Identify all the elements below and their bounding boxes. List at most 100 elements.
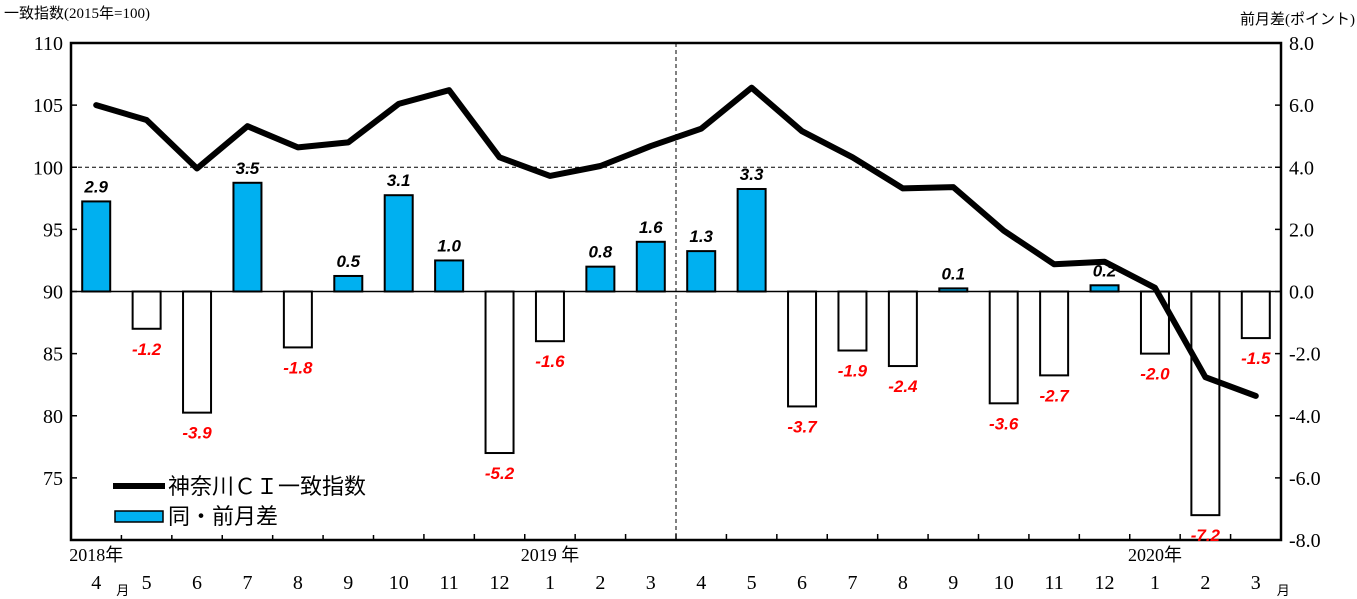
month-label: 8 bbox=[293, 572, 303, 594]
right-tick-label: -2.0 bbox=[1289, 344, 1321, 366]
tick-labels: 11010510095908580758.06.04.02.00.0-2.0-4… bbox=[33, 33, 1321, 598]
bar-value-label: -3.7 bbox=[787, 417, 818, 436]
month-label: 1 bbox=[1150, 572, 1160, 594]
legend-bar-swatch bbox=[114, 510, 164, 523]
bar-value-label: -5.2 bbox=[485, 464, 515, 483]
bar bbox=[484, 290, 515, 455]
year-label: 2019 年 bbox=[521, 545, 580, 565]
month-unit-label: 月 bbox=[116, 583, 129, 598]
bar-value-label: -2.7 bbox=[1039, 386, 1070, 405]
line-series bbox=[93, 84, 1259, 399]
month-label: 3 bbox=[1251, 572, 1261, 594]
right-tick-label: -6.0 bbox=[1289, 468, 1321, 490]
month-label: 6 bbox=[797, 572, 807, 594]
left-tick-label: 110 bbox=[34, 33, 63, 55]
bar bbox=[1190, 290, 1221, 517]
month-label: 12 bbox=[490, 572, 510, 594]
bar-value-label: 3.1 bbox=[387, 171, 411, 190]
month-label: 9 bbox=[343, 572, 353, 594]
left-tick-label: 75 bbox=[43, 468, 63, 490]
bar bbox=[887, 290, 918, 368]
right-tick-label: -8.0 bbox=[1289, 530, 1321, 552]
month-label: 2 bbox=[1200, 572, 1210, 594]
bar bbox=[585, 265, 616, 293]
bar bbox=[686, 250, 717, 293]
bar-value-label: -2.0 bbox=[1140, 365, 1170, 384]
bar-value-label: -1.5 bbox=[1241, 349, 1271, 368]
bar-value-label: -1.8 bbox=[283, 358, 313, 377]
month-label: 4 bbox=[696, 572, 706, 594]
bar-value-label: -1.6 bbox=[535, 352, 565, 371]
year-label: 2020年 bbox=[1128, 545, 1182, 565]
month-label: 4 bbox=[91, 572, 101, 594]
bar-value-label: 2.9 bbox=[83, 177, 108, 196]
bar bbox=[282, 290, 313, 349]
bar bbox=[635, 240, 666, 293]
month-label: 5 bbox=[142, 572, 152, 594]
left-tick-label: 95 bbox=[43, 219, 63, 241]
bar-value-label: 1.0 bbox=[437, 236, 461, 255]
month-label: 10 bbox=[994, 572, 1014, 594]
right-tick-label: 4.0 bbox=[1289, 157, 1314, 179]
bar bbox=[182, 290, 213, 414]
bar-value-label: -1.2 bbox=[132, 340, 162, 359]
bar bbox=[1139, 290, 1170, 355]
bar bbox=[787, 290, 818, 408]
right-tick-label: -4.0 bbox=[1289, 406, 1321, 428]
left-tick-label: 85 bbox=[43, 344, 63, 366]
month-label: 8 bbox=[898, 572, 908, 594]
bar-value-label: -3.6 bbox=[989, 414, 1019, 433]
bar bbox=[1039, 290, 1070, 377]
bar bbox=[837, 290, 868, 352]
bar-series bbox=[81, 181, 1271, 517]
bar-value-label: 3.5 bbox=[236, 159, 260, 178]
bar-value-label: 0.1 bbox=[941, 264, 965, 283]
bar bbox=[131, 290, 162, 330]
axes bbox=[69, 41, 1283, 542]
month-label: 7 bbox=[242, 572, 252, 594]
month-label: 3 bbox=[646, 572, 656, 594]
bar-value-label: 3.3 bbox=[740, 165, 764, 184]
bar-value-label: 0.5 bbox=[336, 252, 360, 271]
month-label: 9 bbox=[948, 572, 958, 594]
month-label: 11 bbox=[439, 572, 458, 594]
month-label: 12 bbox=[1095, 572, 1115, 594]
bar bbox=[988, 290, 1019, 405]
ci-line bbox=[93, 84, 1259, 399]
left-tick-label: 105 bbox=[33, 95, 63, 117]
bar bbox=[434, 259, 465, 293]
left-tick-label: 100 bbox=[33, 157, 63, 179]
bar-value-label: 0.8 bbox=[589, 243, 613, 262]
bar-value-label: -1.9 bbox=[838, 362, 868, 381]
bar-value-label: 1.3 bbox=[689, 227, 713, 246]
bar bbox=[1089, 284, 1120, 293]
month-label: 7 bbox=[847, 572, 857, 594]
bar bbox=[232, 181, 263, 293]
right-axis-title: 前月差(ポイント) bbox=[1240, 11, 1355, 28]
right-tick-label: 8.0 bbox=[1289, 33, 1314, 55]
month-label: 6 bbox=[192, 572, 202, 594]
bar-value-label: -3.9 bbox=[182, 424, 212, 443]
month-label: 1 bbox=[545, 572, 555, 594]
month-label: 10 bbox=[389, 572, 409, 594]
bar-value-label: 1.6 bbox=[639, 218, 663, 237]
left-tick-label: 90 bbox=[43, 282, 63, 304]
bar-value-label: -2.4 bbox=[888, 377, 918, 396]
bar bbox=[81, 200, 112, 293]
legend-bar-label: 同・前月差 bbox=[168, 504, 278, 529]
month-label: 5 bbox=[747, 572, 757, 594]
left-axis-title: 一致指数(2015年=100) bbox=[4, 5, 150, 22]
month-label: 2 bbox=[595, 572, 605, 594]
bar bbox=[534, 290, 565, 343]
legend-line-label: 神奈川ＣＩ一致指数 bbox=[168, 474, 366, 499]
left-tick-label: 80 bbox=[43, 406, 63, 428]
bar bbox=[333, 274, 364, 293]
bar-value-label: 0.2 bbox=[1093, 261, 1117, 280]
data-labels: 2.9 -1.2 -3.9 3.5 -1.8 0.5 3.1 1.0 -5.2 -1.6 0.8 1.… bbox=[83, 159, 1271, 545]
right-tick-label: 2.0 bbox=[1289, 219, 1314, 241]
bar bbox=[383, 194, 414, 293]
month-unit-label: 月 bbox=[1277, 583, 1290, 598]
legend: 神奈川ＣＩ一致指数 同・前月差 bbox=[80, 465, 380, 535]
month-label: 11 bbox=[1044, 572, 1063, 594]
